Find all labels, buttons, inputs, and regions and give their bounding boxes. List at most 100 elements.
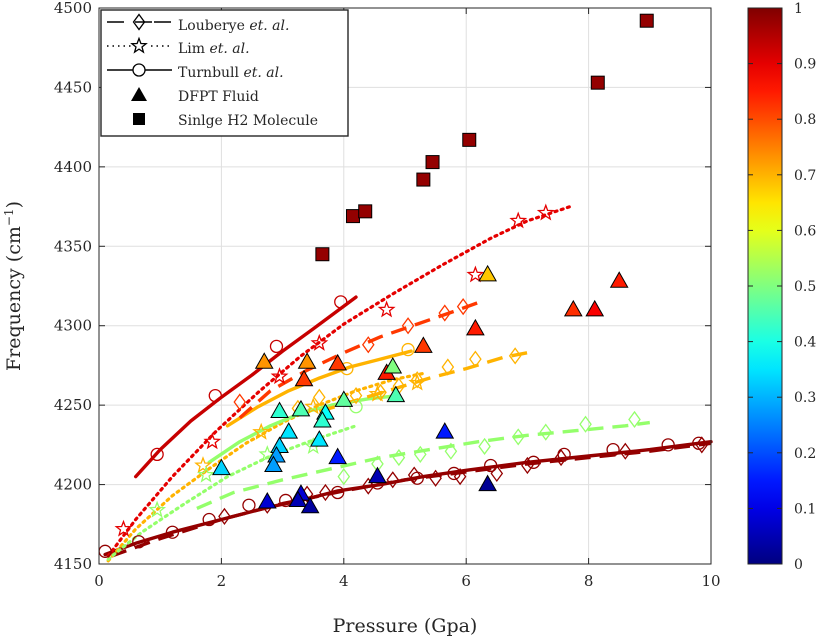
dfpt-fluid-marker: [294, 369, 314, 387]
diamond-marker: [401, 317, 415, 335]
dfpt-fluid-marker: [609, 271, 629, 288]
x-tick-label: 2: [217, 572, 227, 590]
colorbar-tick-label: 0.2: [794, 446, 816, 462]
dfpt-fluid-marker: [563, 299, 583, 317]
axes: 0 2 4 6 8 10 4150 4200 4250 4300 4350 4400 4450 4500: [54, 0, 721, 590]
x-axis-label: Pressure (Gpa): [333, 615, 478, 637]
pentagram-marker: [509, 211, 528, 229]
single-h2-marker: [639, 13, 654, 28]
dfpt-fluid-marker: [328, 447, 348, 465]
colorbar-ticks: 0 0.1 0.2 0.3 0.4 0.5 0.6 0.7 0.8 0.9 1: [748, 1, 816, 573]
single-h2-marker: [425, 155, 440, 170]
diamond-marker: [539, 423, 553, 441]
circle-marker: [132, 535, 146, 549]
series-line: [225, 349, 413, 428]
legend-entry-turnbull: Turnbull et. al.: [178, 65, 284, 81]
colorbar-gradient: [747, 7, 783, 565]
x-tick-label: 6: [461, 572, 471, 590]
legend: Louberye et. al. Lim et. al. Turnbull et…: [100, 9, 349, 137]
diamond-marker: [429, 469, 442, 487]
dfpt-fluid-marker: [279, 422, 299, 439]
dfpt-fluid-marker: [383, 357, 403, 374]
colorbar-tick-label: 0.7: [794, 168, 816, 184]
x-tick-label: 0: [94, 572, 104, 590]
dfpt-fluid-marker: [270, 401, 289, 418]
pentagram-marker: [466, 265, 485, 283]
colorbar-tick-label: 1: [794, 1, 803, 17]
circle-marker: [526, 455, 541, 469]
circle-marker: [661, 438, 675, 452]
dfpt-fluid-marker: [291, 399, 311, 417]
dfpt-fluid-marker: [313, 411, 332, 428]
diamond-marker: [410, 371, 424, 389]
single-h2-marker: [358, 204, 373, 219]
pentagram-marker: [304, 397, 323, 415]
dfpt-fluid-marker: [334, 390, 354, 407]
y-tick-label: 4250: [54, 396, 92, 414]
dfpt-fluid-marker: [585, 299, 605, 317]
y-tick-label: 4400: [54, 158, 92, 176]
diamond-marker: [407, 466, 421, 484]
diamond-marker: [628, 410, 641, 429]
diamond-marker: [511, 428, 525, 446]
legend-triangle-icon: [131, 87, 147, 101]
dfpt-fluid-marker: [309, 430, 329, 447]
pentagram-marker: [377, 300, 396, 318]
dfpt-fluid-marker: [297, 352, 317, 369]
diamond-marker: [438, 304, 452, 322]
diamond-marker: [456, 298, 470, 316]
colorbar-tick-label: 0.8: [794, 112, 816, 128]
diamond-marker: [478, 437, 491, 456]
pentagram-marker: [408, 373, 427, 391]
diamond-marker: [441, 358, 455, 376]
diamond-marker: [453, 468, 467, 486]
dfpt-fluid-marker: [257, 492, 277, 509]
diamond-marker: [521, 456, 534, 475]
y-tick-label: 4350: [54, 237, 92, 255]
diamond-marker: [444, 442, 458, 460]
colorbar-tick-label: 0: [794, 557, 803, 573]
dfpt-fluid-marker: [478, 264, 497, 282]
pentagram-marker: [197, 465, 215, 483]
diamond-marker: [218, 507, 231, 525]
dfpt-fluid-marker: [368, 466, 387, 484]
circle-marker: [150, 447, 164, 462]
circle-marker: [269, 339, 284, 354]
dfpt-fluid-marker: [466, 318, 485, 336]
diamond-marker: [349, 387, 363, 405]
colorbar: 0 0.1 0.2 0.3 0.4 0.5 0.6 0.7 0.8 0.9 1: [747, 1, 816, 573]
circle-marker: [334, 295, 348, 309]
y-tick-label: 4300: [54, 317, 92, 335]
diamond-marker: [361, 336, 375, 354]
y-tick-label: 4150: [54, 555, 92, 573]
single-h2-marker: [462, 132, 477, 147]
diamond-marker: [579, 415, 592, 433]
y-tick-label: 4500: [54, 0, 92, 17]
circle-marker: [165, 525, 180, 539]
legend-star-icon: [130, 36, 148, 54]
circle-marker: [279, 493, 293, 508]
single-h2-marker: [416, 172, 431, 187]
legend-entry-dfpt-fluid: DFPT Fluid: [178, 89, 259, 105]
series-line: [106, 424, 358, 561]
x-tick-label: 4: [339, 572, 349, 590]
diamond-marker: [361, 477, 375, 495]
circle-marker: [208, 388, 222, 403]
pentagram-marker: [368, 384, 387, 402]
diamond-marker: [554, 448, 568, 467]
diamond-marker: [695, 436, 709, 454]
dfpt-fluid-marker: [264, 455, 283, 473]
dfpt-fluid-marker: [414, 336, 433, 353]
colorbar-tick-label: 0.4: [794, 335, 816, 351]
circle-marker: [606, 442, 620, 457]
legend-circle-icon: [132, 63, 146, 77]
colorbar-tick-label: 0.6: [794, 223, 816, 239]
dfpt-fluid-marker: [254, 352, 274, 369]
dfpt-fluid-marker: [435, 422, 455, 439]
legend-entry-lim: Lim et. al.: [178, 41, 250, 57]
pentagram-marker: [310, 333, 329, 351]
dfpt-fluid-marker: [478, 474, 497, 492]
grid-lines: [99, 8, 711, 564]
plot-frame: [98, 7, 712, 565]
circle-marker: [242, 498, 256, 512]
